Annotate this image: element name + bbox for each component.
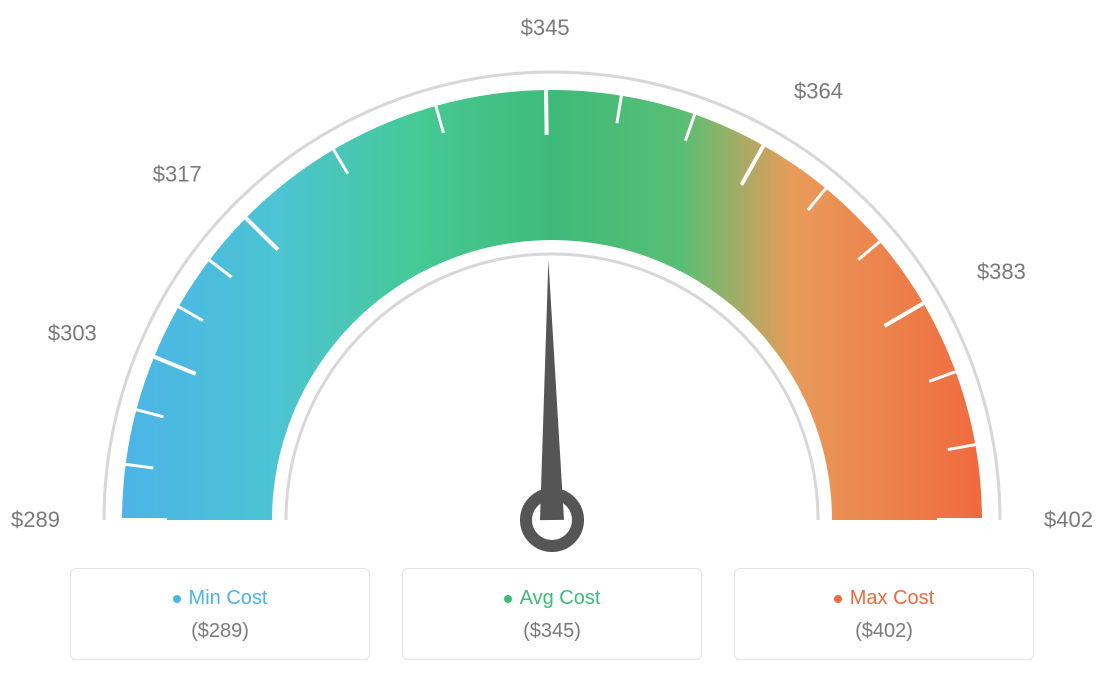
- legend-value-avg: ($345): [403, 620, 701, 643]
- gauge-svg: $289 $303 $317 $345 $364 $383 $402: [0, 0, 1104, 560]
- legend-row: Min Cost ($289) Avg Cost ($345) Max Cost…: [0, 568, 1104, 660]
- legend-card-min: Min Cost ($289): [70, 568, 370, 660]
- legend-value-min: ($289): [71, 620, 369, 643]
- legend-dot-avg: [504, 595, 512, 603]
- legend-title-max: Max Cost: [834, 587, 934, 610]
- legend-title-avg: Avg Cost: [504, 587, 601, 610]
- legend-label-avg: Avg Cost: [520, 587, 601, 610]
- gauge-tick-label: $317: [153, 162, 202, 187]
- legend-card-avg: Avg Cost ($345): [402, 568, 702, 660]
- legend-title-min: Min Cost: [173, 587, 268, 610]
- gauge-tick-label: $345: [521, 15, 570, 40]
- gauge-tick-label: $383: [977, 259, 1026, 284]
- legend-dot-max: [834, 595, 842, 603]
- legend-value-max: ($402): [735, 620, 1033, 643]
- legend-label-max: Max Cost: [850, 587, 934, 610]
- gauge-tick-label: $289: [11, 507, 60, 532]
- gauge-tick-label: $364: [794, 79, 843, 104]
- legend-dot-min: [173, 595, 181, 603]
- gauge-tick-label: $303: [48, 320, 97, 345]
- legend-label-min: Min Cost: [189, 587, 268, 610]
- gauge-tick-label: $402: [1044, 507, 1093, 532]
- gauge-chart: $289 $303 $317 $345 $364 $383 $402: [0, 0, 1104, 560]
- legend-card-max: Max Cost ($402): [734, 568, 1034, 660]
